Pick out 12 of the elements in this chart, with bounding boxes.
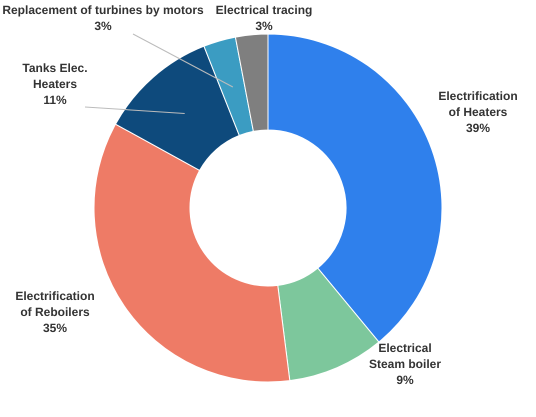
slice-label: Tanks Elec. Heaters bbox=[22, 61, 88, 91]
data-label: 3% bbox=[255, 19, 273, 33]
data-label: 3% bbox=[94, 19, 112, 33]
data-label: 11% bbox=[43, 93, 68, 107]
slice-label: Electrification of Reboilers bbox=[15, 289, 95, 319]
slice-label: Electrical tracing bbox=[216, 3, 312, 17]
data-label: 39% bbox=[466, 121, 490, 135]
data-label: 9% bbox=[396, 373, 414, 387]
data-label: 35% bbox=[42, 321, 68, 335]
slice-label: Electrical Steam boiler bbox=[368, 341, 442, 371]
slice-label: Electrification of Heaters bbox=[438, 89, 518, 119]
slice-label: Replacement of turbines by motors bbox=[2, 3, 204, 17]
